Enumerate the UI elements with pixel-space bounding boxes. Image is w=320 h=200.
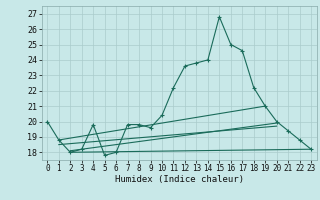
X-axis label: Humidex (Indice chaleur): Humidex (Indice chaleur) [115,175,244,184]
